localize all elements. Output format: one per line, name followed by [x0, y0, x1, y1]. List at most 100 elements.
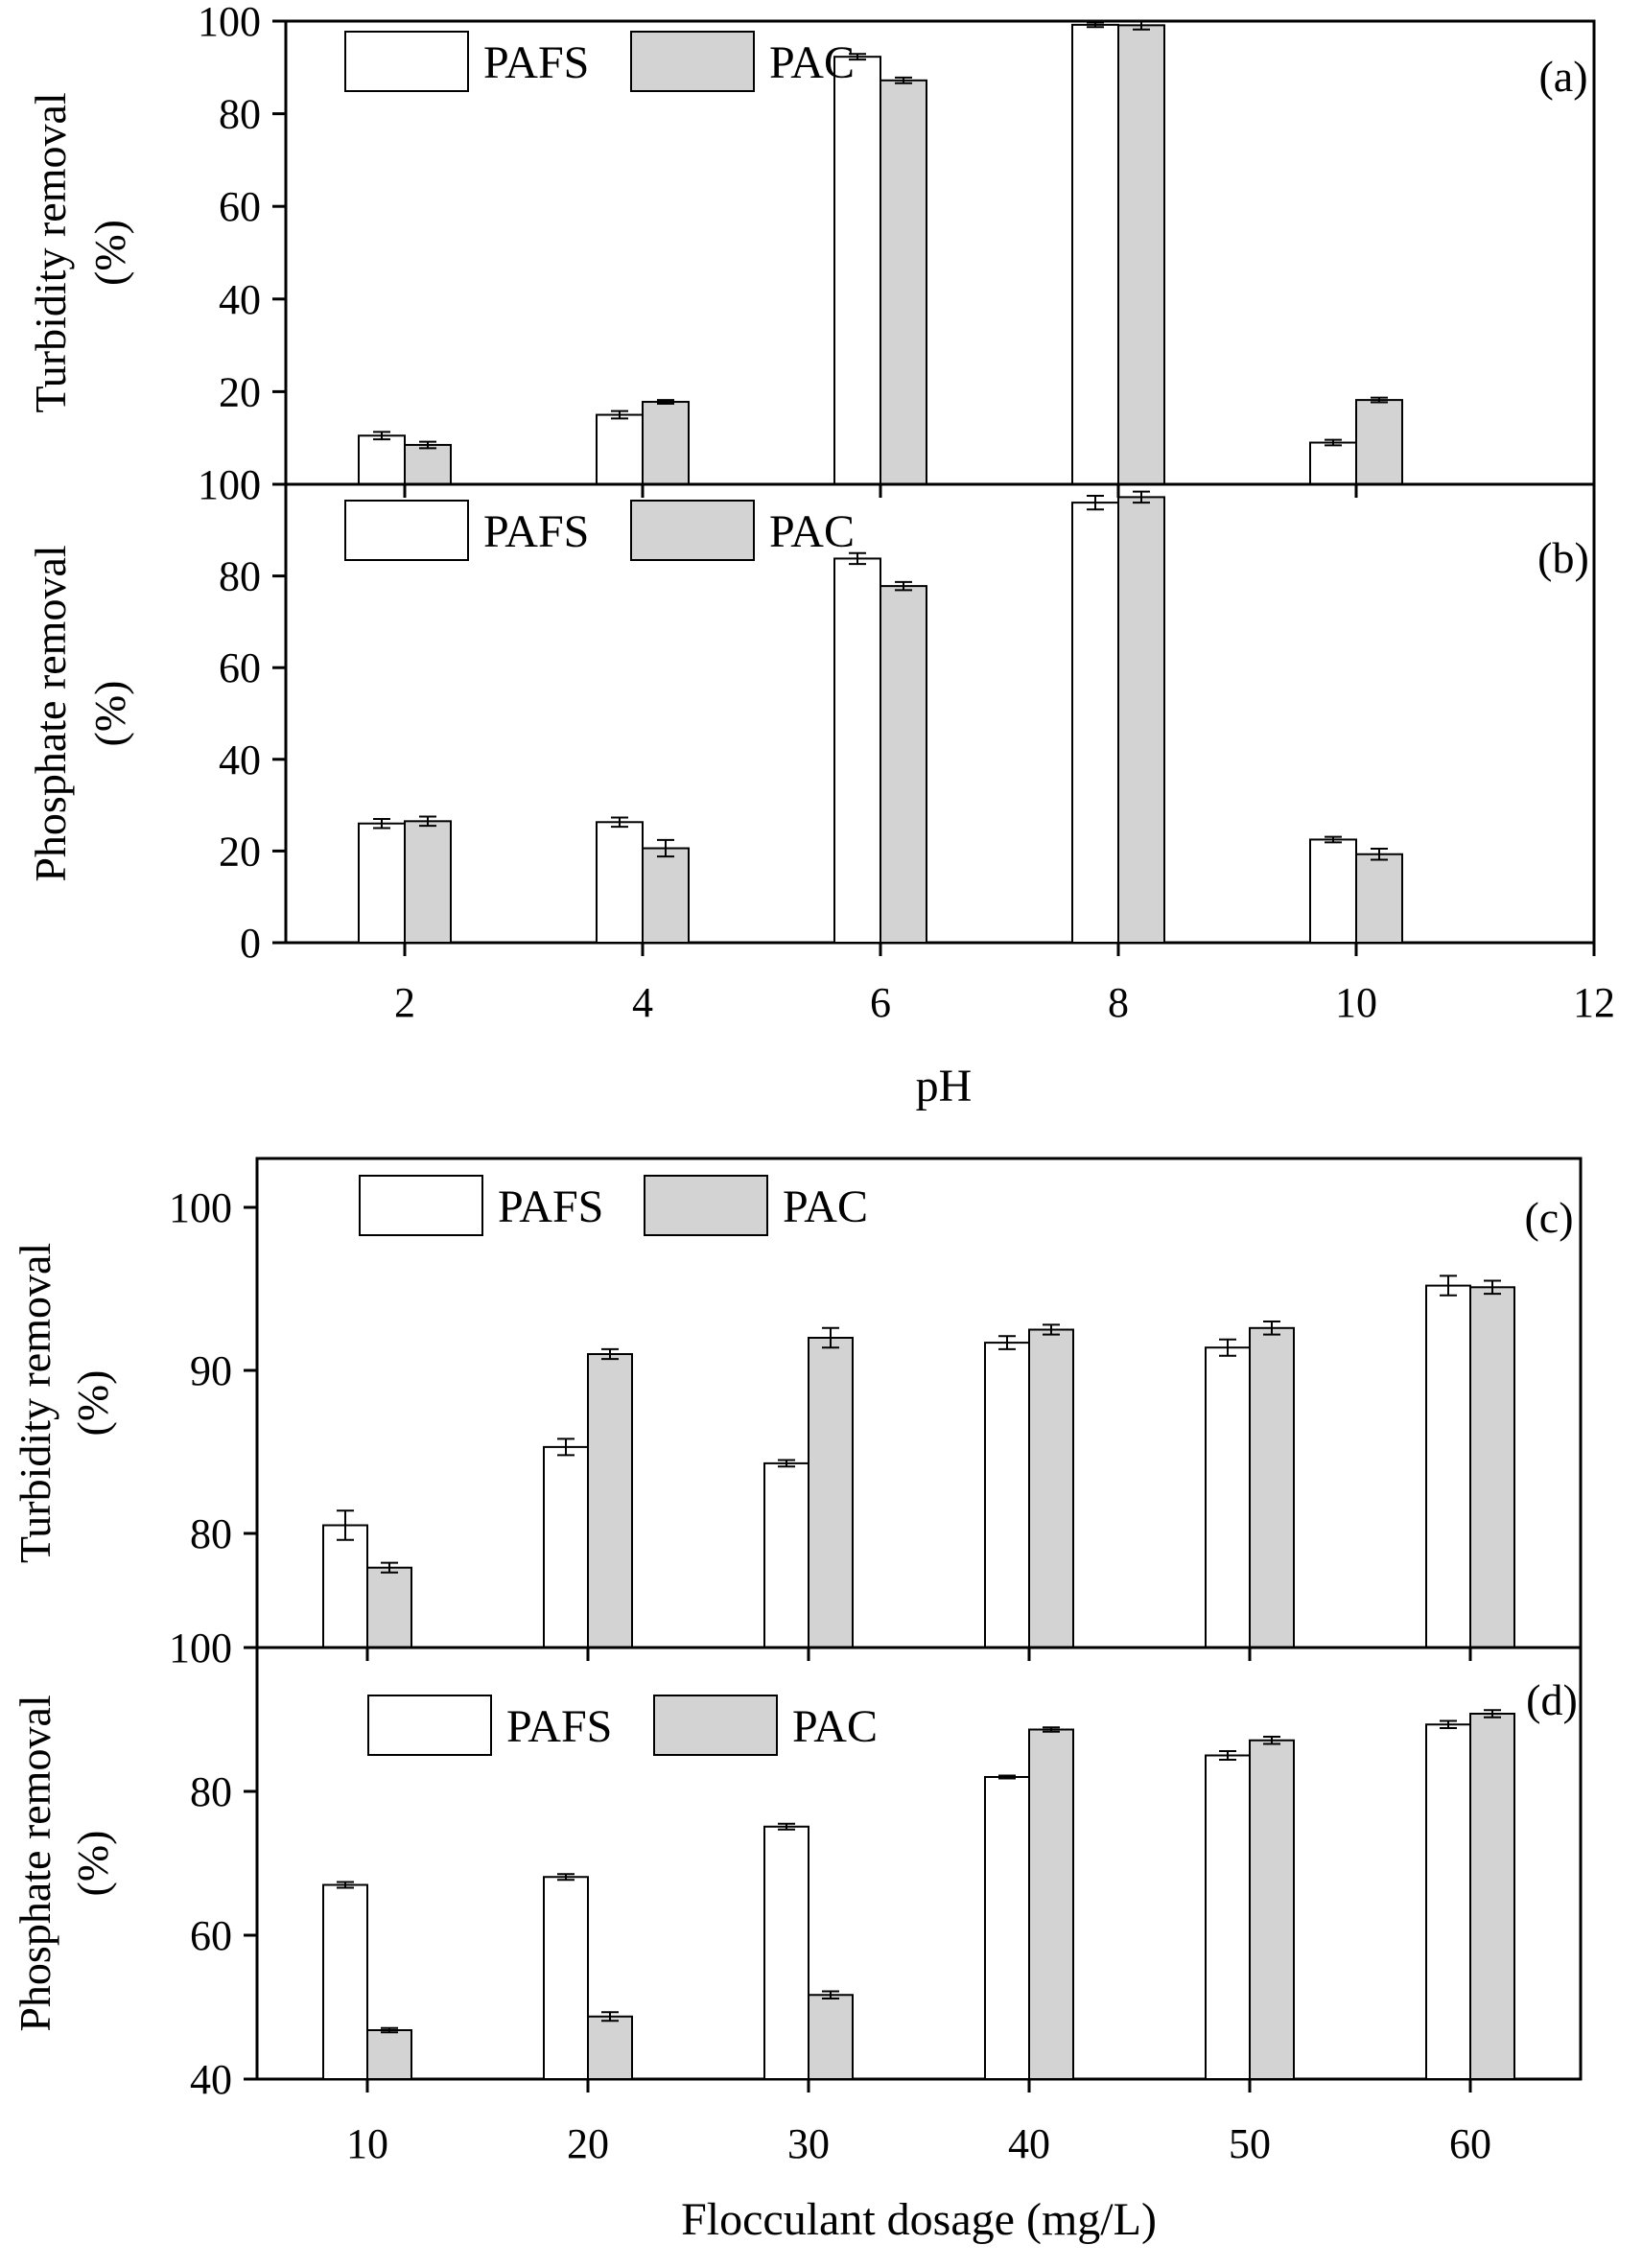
y-tick-label-a: 0: [240, 461, 261, 508]
x-tick-label-b: 6: [870, 979, 891, 1026]
x-tick-label-d: 30: [787, 2120, 830, 2167]
bar-pafs-b: [1071, 502, 1119, 944]
y-tick-label-b: 80: [219, 553, 261, 600]
bar-pac-b: [880, 585, 927, 945]
y-tick-label-b: 40: [219, 737, 261, 783]
y-axis-label-d: (%): [68, 1831, 117, 1897]
bar-pac-b: [404, 820, 452, 945]
bar-pac-c: [808, 1337, 854, 1648]
legend-label-pafs-b: PAFS: [483, 506, 589, 557]
y-axis-label-c: (%): [68, 1370, 117, 1437]
bar-pafs-a: [358, 434, 406, 486]
x-axis-label-d: Flocculant dosage (mg/L): [681, 2194, 1157, 2245]
legend-swatch-pac-a: [630, 31, 755, 92]
x-tick-label-b: 10: [1335, 979, 1377, 1026]
bar-pac-a: [404, 443, 452, 486]
bar-pac-b: [1117, 496, 1165, 944]
y-tick-label-b: 0: [240, 920, 261, 967]
legend-swatch-pafs-c: [359, 1175, 483, 1236]
y-tick-label-a: 20: [219, 368, 261, 415]
bar-pafs-a: [596, 413, 644, 485]
x-tick-label-b: 2: [394, 979, 415, 1026]
bar-pac-d: [1249, 1739, 1295, 2080]
bar-pac-d: [366, 2029, 412, 2080]
y-tick-label-c: 90: [190, 1347, 232, 1394]
panel-label-c: (c): [1524, 1193, 1573, 1242]
legend-swatch-pafs-a: [344, 31, 469, 92]
bar-pac-a: [642, 401, 690, 485]
legend-label-pafs-c: PAFS: [498, 1181, 603, 1232]
bar-pafs-a: [1071, 23, 1119, 485]
x-tick-label-d: 60: [1449, 2120, 1491, 2167]
legend-swatch-pac-c: [644, 1175, 768, 1236]
plot-frame-b: [284, 482, 1596, 945]
x-tick-label-d: 40: [1008, 2120, 1050, 2167]
legend-swatch-pac-d: [653, 1695, 778, 1756]
bar-pafs-d: [763, 1825, 809, 2080]
x-tick-label-d: 50: [1229, 2120, 1271, 2167]
bar-pafs-c: [763, 1461, 809, 1649]
x-tick-label-b: 4: [632, 979, 653, 1026]
y-tick-label-a: 80: [219, 91, 261, 138]
bar-pafs-d: [543, 1876, 589, 2080]
bar-pac-d: [587, 2015, 633, 2080]
plot-frame-d: [255, 1646, 1583, 2081]
y-tick-label-b: 60: [219, 644, 261, 691]
bar-pac-c: [1028, 1328, 1074, 1648]
bar-pac-d: [1028, 1728, 1074, 2080]
bar-pac-d: [1469, 1713, 1515, 2080]
x-tick-label-d: 10: [346, 2120, 388, 2167]
bar-pafs-c: [1425, 1284, 1471, 1648]
legend-label-pafs-a: PAFS: [483, 37, 589, 88]
bar-pafs-d: [1205, 1754, 1251, 2080]
panel-label-d: (d): [1526, 1675, 1578, 1724]
y-axis-label-b: (%): [85, 681, 134, 747]
x-axis-label-b: pH: [916, 1061, 973, 1111]
bar-pac-a: [1117, 24, 1165, 486]
legend-swatch-pafs-d: [367, 1695, 492, 1756]
y-axis-label-d: Phosphate removal: [11, 1695, 59, 2031]
legend-label-pac-c: PAC: [783, 1181, 868, 1232]
x-tick-label-b: 12: [1573, 979, 1615, 1026]
y-tick-label-d: 80: [190, 1768, 232, 1815]
x-tick-label-d: 20: [567, 2120, 609, 2167]
bar-pafs-c: [322, 1524, 368, 1648]
panel-label-b: (b): [1537, 533, 1589, 582]
bar-pac-c: [1249, 1326, 1295, 1649]
bar-pafs-a: [1309, 441, 1357, 485]
bar-pafs-c: [543, 1445, 589, 1649]
y-axis-label-a: (%): [85, 220, 134, 286]
bar-pafs-b: [833, 557, 881, 944]
y-tick-label-a: 40: [219, 276, 261, 323]
bar-pac-a: [880, 79, 927, 485]
bar-pac-a: [1355, 399, 1403, 485]
y-tick-label-d: 40: [190, 2056, 232, 2103]
bar-pac-b: [642, 847, 690, 944]
y-tick-label-d: 100: [169, 1625, 232, 1672]
bar-pafs-a: [833, 56, 881, 485]
y-tick-label-a: 100: [198, 0, 261, 45]
bar-pafs-d: [322, 1883, 368, 2080]
bar-pac-d: [808, 1994, 854, 2080]
legend-swatch-pafs-b: [344, 500, 469, 561]
y-tick-label-b: 100: [198, 461, 261, 508]
legend-label-pac-d: PAC: [792, 1701, 878, 1752]
y-tick-label-c: 100: [169, 1184, 232, 1231]
bar-pafs-c: [984, 1342, 1030, 1648]
bar-pac-c: [366, 1566, 412, 1648]
y-tick-label-d: 60: [190, 1912, 232, 1959]
bar-pafs-b: [596, 821, 644, 945]
y-tick-label-b: 20: [219, 828, 261, 875]
legend-swatch-pac-b: [630, 500, 755, 561]
y-axis-label-c: Turbidity removal: [11, 1243, 59, 1563]
bar-pafs-b: [1309, 838, 1357, 945]
panel-label-a: (a): [1538, 52, 1587, 101]
bar-pac-c: [587, 1353, 633, 1648]
bar-pafs-c: [1205, 1346, 1251, 1648]
bar-pafs-d: [984, 1776, 1030, 2080]
x-tick-label-b: 8: [1108, 979, 1129, 1026]
legend-label-pac-b: PAC: [769, 506, 855, 557]
y-axis-label-a: Turbidity removal: [26, 92, 75, 412]
bar-pafs-d: [1425, 1723, 1471, 2080]
bar-pafs-b: [358, 822, 406, 944]
